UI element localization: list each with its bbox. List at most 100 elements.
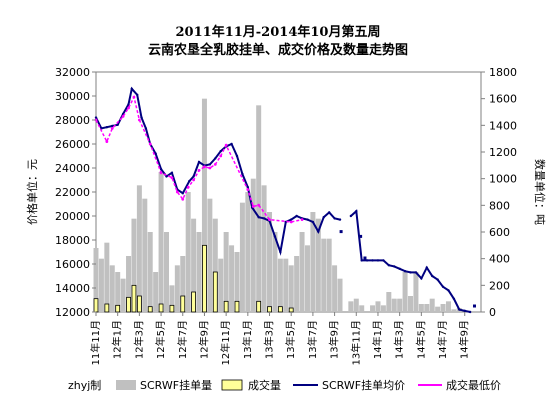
avg-price-isolated-point [359,234,363,238]
y-axis-left: 12000 14000 16000 18000 20000 22000 24000 26000… [55,66,96,319]
low-price-point [170,176,174,180]
avg-price-point [188,180,191,183]
y-left-tick-label: 18000 [55,234,90,247]
x-axis: 11年11月 12年1月 12年3月 12年5月 12年7月 12年9月 12年11月 13年… [89,312,471,365]
list-volume-bar [201,98,207,313]
avg-price-point [290,218,293,221]
y-axis-right: 0 200 400 600 800 1000 1200 1400 1600 1800 [481,66,517,319]
low-price-point [121,115,125,118]
avg-price-isolated-point [363,256,367,260]
low-price-segment [95,95,303,223]
list-volume-bars [93,98,462,313]
list-volume-bar [212,218,218,312]
legend-author: zhyj制 [68,379,101,392]
list-volume-bar [267,212,273,312]
list-volume-bar [380,305,386,312]
low-price-point [105,140,109,144]
list-volume-bar [250,178,256,312]
x-tick-label: 14年7月 [436,320,449,359]
deal-volume-bar [104,303,110,313]
deal-volume-bar [169,304,175,313]
low-price-point [251,205,255,208]
low-price-point [110,126,114,130]
list-volume-bar [158,172,164,312]
list-volume-bar [109,265,115,312]
list-volume-bar [272,232,278,312]
x-tick-label: 14年5月 [414,320,427,359]
avg-price-point [181,192,184,195]
avg-price-point [197,160,201,164]
list-volume-bar [283,258,289,312]
low-price-point [132,95,136,99]
list-volume-bar [218,258,224,312]
deal-volume-bar [267,306,272,313]
list-volume-bar [223,232,229,312]
deal-volume-bar [126,296,131,313]
list-volume-bar [294,256,300,312]
avg-price-point [420,277,423,280]
avg-price-point [214,157,217,160]
low-price-point [268,218,271,222]
list-volume-bar [142,198,148,312]
list-volume-bar [229,245,235,312]
deal-volume-bar [115,304,121,313]
avg-price-point [327,211,331,214]
low-price-point [127,106,130,110]
deal-volume-bars [93,244,294,313]
list-volume-bar [104,242,110,312]
low-price-point [208,166,212,170]
avg-price-point [94,116,98,119]
list-volume-bar [136,185,142,312]
list-volume-bar [370,305,376,312]
list-volume-bar [402,272,408,312]
x-tick-label: 12年3月 [132,320,145,359]
avg-price-isolated-point [472,304,476,308]
list-volume-bar [408,296,414,312]
legend-label-avg-price: SCRWF挂单均价 [322,378,405,392]
list-volume-bar [126,256,132,312]
x-tick-label: 12年1月 [111,320,124,359]
avg-price-point [192,175,195,178]
x-tick-label: 13年11月 [349,320,362,365]
avg-price-point [219,150,222,153]
low-price-point [219,154,223,158]
deal-volume-bar [191,291,197,313]
avg-price-point [355,210,358,213]
list-volume-bar [147,232,153,312]
x-tick-label: 13年9月 [328,320,341,359]
list-volume-bar [169,285,175,312]
avg-price-point [398,267,401,270]
list-volume-bar [180,256,186,312]
avg-price-point [376,259,380,262]
y-left-tick-label: 16000 [55,258,90,271]
x-tick-label: 14年1月 [371,320,384,359]
avg-price-point [127,103,130,106]
y-right-tick-label: 200 [489,279,510,292]
avg-price-point [273,235,277,238]
list-volume-bar [397,298,403,312]
list-volume-bar [440,304,446,312]
low-price-point [159,171,163,175]
list-volume-bar [326,238,332,312]
deal-volume-bar [277,306,283,313]
list-volume-bar [191,218,197,312]
list-volume-bar [386,292,392,312]
list-volume-bar [375,301,381,312]
avg-price-point [414,271,418,274]
y-right-tick-label: 1800 [489,66,517,79]
list-volume-bar [429,298,435,312]
y-left-tick-label: 12000 [55,306,90,319]
low-price-point [192,178,196,182]
deal-volume-bar [147,306,153,313]
y-right-tick-label: 1400 [489,119,517,132]
y-right-tick-label: 1600 [489,93,517,106]
low-price-point [175,190,179,194]
list-volume-bar [321,238,327,312]
deal-volume-bar [93,298,99,313]
list-volume-bar [174,265,180,312]
y-right-tick-label: 0 [489,306,496,319]
list-volume-bar [337,278,343,312]
avg-price-point [144,127,148,130]
avg-price-point [130,87,133,91]
